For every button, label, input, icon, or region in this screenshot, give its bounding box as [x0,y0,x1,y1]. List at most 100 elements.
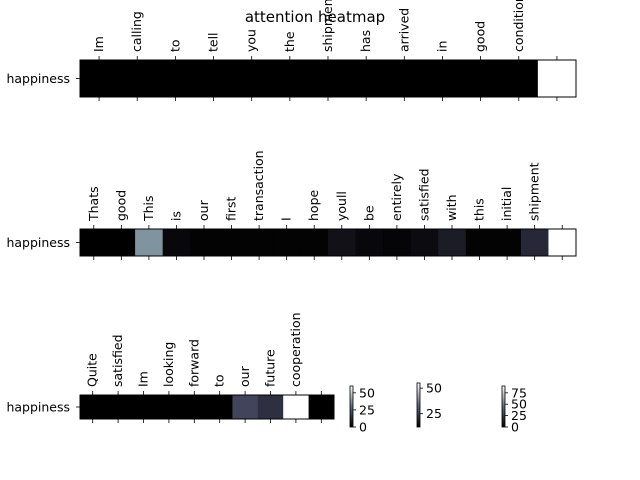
heatmap-cell [300,229,329,256]
heatmap-cell [520,229,549,256]
colorbar-tick-label: 50 [426,381,442,396]
row-label: happiness [6,235,70,250]
heatmap-cell [257,395,284,419]
x-tick-label: to [212,374,227,387]
colorbar-tick-label: 25 [426,406,442,421]
heatmap-cell [461,60,501,97]
x-tick-label: forward [186,339,201,387]
row-label: happiness [6,71,70,86]
x-tick-label: youll [334,191,349,221]
heatmap-cell [156,395,182,419]
heatmap-cell [548,229,577,256]
x-tick-label: entirely [389,173,404,221]
colorbar-tick-label: 50 [511,397,527,412]
colorbar-tick-label: 0 [511,420,519,435]
heatmap-cell [499,60,539,97]
heatmap-cell [80,229,108,256]
heatmap-cell [270,60,310,97]
heatmap-panel-3: Quite satisfied Im looking forward to our futur… [6,312,335,423]
heatmap-cell [283,395,309,419]
heatmap-cell [537,60,577,97]
x-tick-label: Im [136,371,151,387]
x-tick-label: has [358,30,373,52]
x-tick-label: satisfied [110,334,125,387]
heatmap-cell [410,229,439,256]
heatmap-cell [217,229,246,256]
x-tick-label: is [168,211,183,221]
heatmap-cell [207,395,233,419]
heatmap-panel-1: Im calling to tell you the shipment has arrived i… [6,0,577,101]
x-tick-label: calling [129,11,144,52]
colorbar-2: 25 50 [416,381,442,428]
x-tick-label: hope [306,189,321,221]
heatmap-cell [80,395,106,419]
x-tick-label: you [244,29,259,52]
x-tick-label: our [196,199,211,221]
x-tick-label: Im [91,36,106,52]
heatmap-cell [347,60,386,97]
colorbar-tick-label: 75 [511,385,527,400]
heatmap-cell [181,395,208,419]
colorbar-1: 0 25 50 [349,385,375,435]
heatmap-cell [232,60,272,97]
x-tick-label: Quite [85,353,100,387]
row-label: happiness [6,400,70,415]
chart-title: attention heatmap [245,8,385,26]
x-tick-label: satisfied [416,168,431,221]
x-tick-label: Thats [86,186,101,222]
x-tick-label: initial [499,187,514,221]
heatmap-cell [232,395,259,419]
heatmap-cell [272,229,301,256]
colorbar-scale [416,382,421,428]
colorbar-tick-label: 50 [359,385,375,400]
x-tick-label: to [167,39,182,52]
x-tick-label: good [473,21,488,52]
colorbar-tick-label: 0 [359,420,367,435]
x-tick-label: the [282,31,297,52]
colorbar-tick-label: 25 [511,408,527,423]
x-tick-label: arrived [396,8,411,52]
x-tick-label: with [444,194,459,221]
heatmap-cell [423,60,462,97]
x-tick-label: This [141,195,156,222]
heatmap-panels: Im calling to tell you the shipment has arrived i… [6,0,577,423]
heatmap-cell [383,229,412,256]
heatmap-cell [493,229,522,256]
x-tick-label: shipment [527,162,542,221]
x-tick-label: first [224,196,239,221]
x-tick-label: in [434,41,449,52]
heatmap-cell [107,229,136,256]
heatmap-cell [194,60,234,97]
heatmap-cell [130,395,157,419]
x-tick-label: shipment [320,0,335,52]
heatmap-cell [156,60,195,97]
heatmap-cell [245,229,274,256]
colorbar-scale [501,385,506,428]
heatmap-cell [438,229,467,256]
heatmap-cell [465,229,494,256]
heatmap-cell [385,60,424,97]
heatmap-cell [162,229,191,256]
x-tick-label: looking [161,342,176,387]
x-tick-label: condition [511,0,526,52]
colorbar-scale [349,385,354,428]
heatmap-cell [80,60,119,97]
heatmap-cell [135,229,164,256]
x-tick-label: transaction [251,150,266,221]
heatmap-cell [355,229,384,256]
colorbar-tick-label: 25 [359,402,375,417]
x-tick-label: this [472,198,487,221]
x-tick-label: future [263,349,278,387]
heatmap-cell [190,229,219,256]
x-tick-label: our [237,365,252,387]
x-tick-label: good [113,190,128,221]
heatmap-cell [118,60,157,97]
x-tick-label: tell [206,32,221,52]
heatmap-cell [328,229,356,256]
heatmap-cell [308,60,348,97]
x-tick-label: I [279,217,294,221]
heatmap-cell [105,395,132,419]
